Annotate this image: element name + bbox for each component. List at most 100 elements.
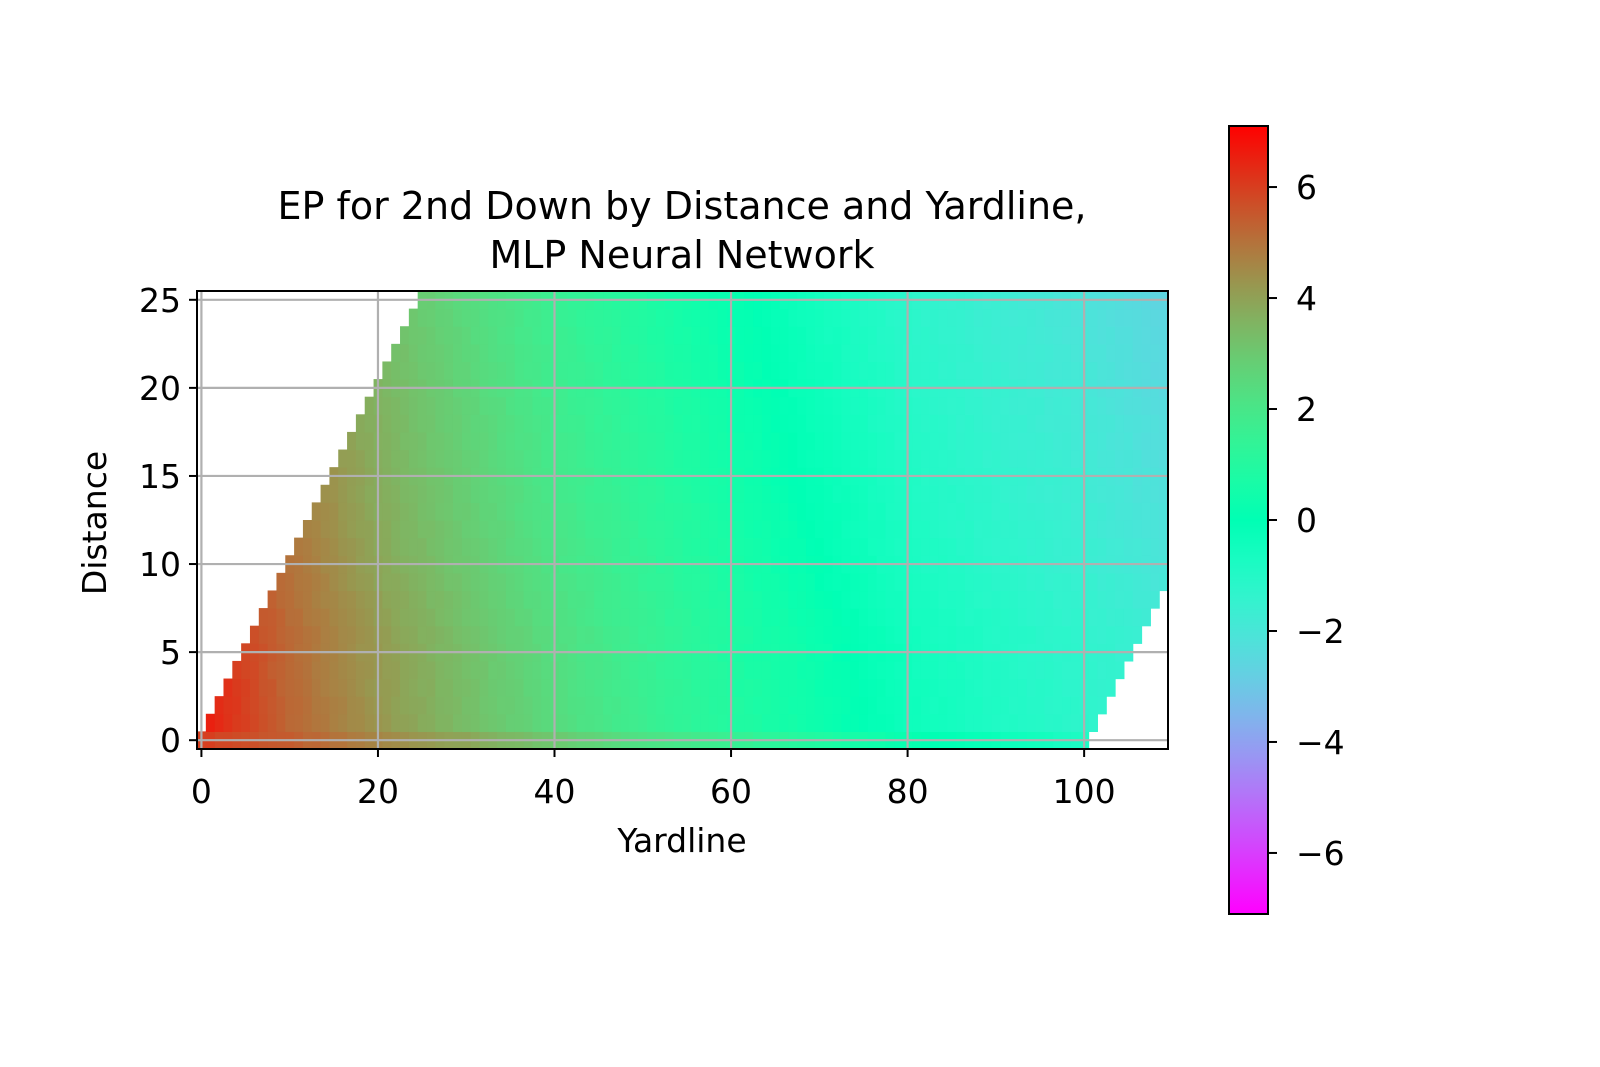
heatmap-cell <box>929 660 940 680</box>
heatmap-cell <box>770 520 781 539</box>
heatmap-cell <box>382 520 392 539</box>
heatmap-cell <box>311 537 322 556</box>
heatmap-cell <box>576 361 586 380</box>
heatmap-cell <box>1035 678 1046 697</box>
heatmap-cell <box>964 502 975 521</box>
heatmap-cell <box>620 608 631 627</box>
heatmap-cell <box>408 502 419 521</box>
heatmap-cell <box>664 414 675 433</box>
heatmap-cell <box>514 678 525 697</box>
heatmap-cell <box>797 660 807 680</box>
heatmap-cell <box>320 678 331 697</box>
heatmap-cell <box>841 502 851 521</box>
heatmap-cell <box>576 326 586 345</box>
heatmap-cell <box>620 484 631 503</box>
heatmap-cell <box>1053 343 1063 363</box>
heatmap-cell <box>523 625 534 644</box>
heatmap-cell <box>1088 449 1098 468</box>
heatmap-cell <box>1044 660 1054 680</box>
heatmap-cell <box>938 361 948 380</box>
heatmap-cell <box>603 590 613 609</box>
heatmap-cell <box>859 608 869 627</box>
heatmap-cell <box>1150 572 1160 592</box>
heatmap-cell <box>408 660 419 680</box>
heatmap-cell <box>603 520 613 539</box>
heatmap-cell <box>523 608 534 627</box>
heatmap-cell <box>382 696 392 715</box>
heatmap-cell <box>1159 431 1169 451</box>
heatmap-cell <box>938 696 948 715</box>
heatmap-cell <box>982 660 993 680</box>
heatmap-cell <box>479 414 489 433</box>
heatmap-cell <box>523 590 534 609</box>
heatmap-cell <box>285 678 295 697</box>
heatmap-cell <box>1088 484 1098 503</box>
heatmap-cell <box>629 361 639 380</box>
heatmap-cell <box>682 308 692 327</box>
heatmap-cell <box>611 449 622 468</box>
heatmap-cell <box>682 678 692 697</box>
heatmap-cell <box>1035 361 1046 380</box>
heatmap-cell <box>814 678 825 697</box>
heatmap-cell <box>497 431 507 451</box>
grid-lines <box>197 291 1168 749</box>
heatmap-cell <box>850 520 860 539</box>
heatmap-cell <box>479 713 489 732</box>
heatmap-cell <box>982 678 993 697</box>
heatmap-cell <box>700 343 710 363</box>
heatmap-cell <box>938 590 948 609</box>
heatmap-cell <box>920 431 931 451</box>
heatmap-cell <box>417 326 428 345</box>
heatmap-cell <box>249 713 260 732</box>
heatmap-cell <box>867 625 878 644</box>
heatmap-cell <box>638 396 648 415</box>
heatmap-cell <box>938 431 948 451</box>
heatmap-cell <box>444 502 454 521</box>
heatmap-cell <box>523 431 534 451</box>
heatmap-cell <box>1141 484 1151 503</box>
heatmap-cell <box>347 608 357 627</box>
heatmap-cell <box>400 343 410 363</box>
heatmap-cell <box>708 431 719 451</box>
heatmap-cell <box>497 308 507 327</box>
heatmap-cell <box>876 484 887 503</box>
heatmap-cell <box>302 537 313 556</box>
heatmap-cell <box>382 396 392 415</box>
heatmap-cell <box>488 361 498 380</box>
heatmap-cell <box>806 713 816 732</box>
heatmap-cell <box>753 308 763 327</box>
heatmap-cell <box>691 713 701 732</box>
heatmap-cell <box>885 343 895 363</box>
heatmap-cell <box>797 537 807 556</box>
heatmap-cell <box>417 608 428 627</box>
heatmap-cell <box>1044 308 1054 327</box>
heatmap-cell <box>302 590 313 609</box>
heatmap-cell <box>964 520 975 539</box>
heatmap-cell <box>991 308 1001 327</box>
heatmap-cell <box>461 678 472 697</box>
heatmap-cell <box>1000 484 1010 503</box>
heatmap-cell <box>735 431 745 451</box>
heatmap-cell <box>700 414 710 433</box>
heatmap-cell <box>470 326 481 345</box>
heatmap-cell <box>682 625 692 644</box>
heatmap-cell <box>797 696 807 715</box>
heatmap-cell <box>567 625 578 644</box>
heatmap-cell <box>1106 326 1116 345</box>
heatmap-cell <box>391 449 401 468</box>
heatmap-cell <box>638 520 648 539</box>
heatmap-cell <box>426 326 436 345</box>
heatmap-cell <box>894 625 904 644</box>
heatmap-cell <box>603 414 613 433</box>
heatmap-cell <box>973 660 984 680</box>
heatmap-cell <box>1000 590 1010 609</box>
heatmap-cell <box>1097 396 1107 415</box>
heatmap-cell <box>532 502 542 521</box>
heatmap-cell <box>302 520 313 539</box>
heatmap-cell <box>382 660 392 680</box>
heatmap-cell <box>1044 343 1054 363</box>
heatmap-cell <box>1132 572 1143 592</box>
heatmap-cell <box>320 696 331 715</box>
heatmap-cell <box>753 608 763 627</box>
heatmap-cell <box>1053 678 1063 697</box>
